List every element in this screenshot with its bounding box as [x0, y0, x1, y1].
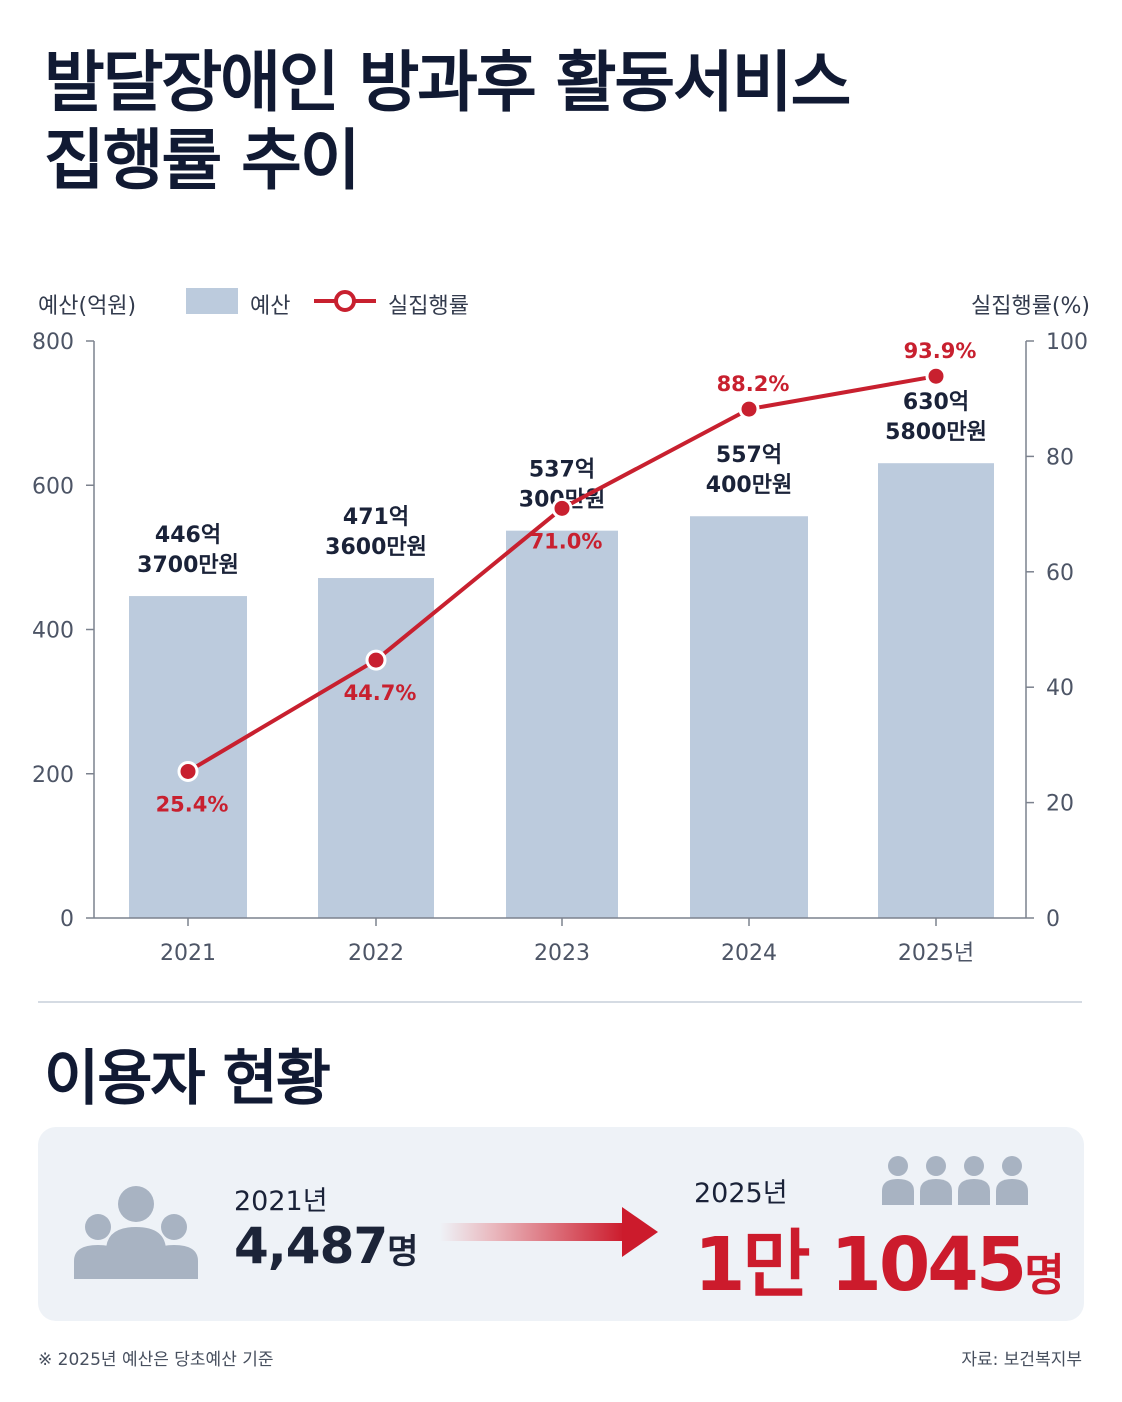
people-row-icon [882, 1156, 1028, 1205]
legend-line-swatch [314, 290, 376, 312]
right-y-tick-label: 0 [1046, 907, 1060, 932]
line-value-label-2025년: 93.9% [904, 339, 977, 363]
right-y-tick-label: 40 [1046, 676, 1074, 701]
right-axis-label: 실집행률(%) [970, 294, 1090, 319]
legend-bar-swatch [186, 288, 238, 314]
left-y-tick-label: 800 [32, 330, 74, 355]
bar-value-label-2025년: 5800만원 [885, 420, 987, 445]
from-count: 4,487명 [234, 1217, 418, 1275]
line-point-2022 [365, 649, 387, 671]
line-point-2023 [551, 497, 573, 519]
people-group-icon [74, 1186, 198, 1279]
to-count-number: 1만 1045 [694, 1222, 1027, 1308]
line-value-label-2022: 44.7% [344, 681, 417, 705]
line-value-label-2021: 25.4% [156, 792, 229, 816]
left-y-tick-label: 200 [32, 763, 74, 788]
x-tick-label: 2023 [534, 941, 590, 966]
users-section-title: 이용자 현황 [44, 1044, 331, 1114]
legend-line-label: 실집행률 [388, 294, 469, 319]
bar-2025년 [878, 463, 994, 918]
arrow-right-icon [440, 1207, 658, 1257]
line-value-label-2024: 88.2% [717, 372, 790, 396]
left-y-tick-label: 600 [32, 474, 74, 499]
left-y-tick-label: 400 [32, 619, 74, 644]
x-tick-label: 2021 [160, 941, 216, 966]
bar-value-label-2021: 3700만원 [137, 553, 239, 578]
budget-execution-chart: 0 200 400 600 800 0 20 40 60 80 100 2021 2022 2023 202… [32, 330, 1088, 966]
page-title: 발달장애인 방과후 활동서비스 집행률 추이 [44, 44, 851, 200]
footnote: ※ 2025년 예산은 당초예산 기준 [38, 1350, 274, 1370]
from-count-unit: 명 [387, 1232, 418, 1272]
bar-value-label-2024: 557억 [716, 443, 782, 468]
right-y-tick-label: 100 [1046, 330, 1088, 355]
source-note: 자료: 보건복지부 [961, 1350, 1082, 1370]
bar-value-label-2025년: 630억 [903, 390, 969, 415]
line-value-label-2023: 71.0% [530, 529, 603, 553]
bar-2022 [318, 578, 434, 918]
users-panel: 2021년 4,487명 2025년 1만 1045명 [38, 1127, 1084, 1321]
bar-value-label-2022: 471억 [343, 505, 409, 530]
line-point-2024 [738, 398, 760, 420]
bar-value-label-2023: 537억 [529, 458, 595, 483]
to-count-unit: 명 [1024, 1250, 1065, 1301]
left-y-tick-label: 0 [60, 907, 74, 932]
title-line-2: 집행률 추이 [44, 122, 361, 199]
bar-2023 [506, 530, 618, 918]
legend-bar-label: 예산 [250, 294, 291, 319]
section-divider [38, 1001, 1082, 1003]
x-tick-label: 2024 [721, 941, 777, 966]
bar-2021 [129, 596, 247, 918]
right-y-tick-label: 60 [1046, 561, 1074, 586]
x-tick-label: 2022 [348, 941, 404, 966]
from-count-number: 4,487 [234, 1217, 388, 1275]
to-count: 1만 1045명 [694, 1205, 1065, 1312]
bar-value-label-2021: 446억 [155, 523, 221, 548]
bar-2024 [690, 516, 808, 918]
right-y-tick-label: 20 [1046, 792, 1074, 817]
to-year: 2025년 [694, 1178, 788, 1209]
bar-value-label-2024: 400만원 [706, 473, 792, 498]
right-y-tick-label: 80 [1046, 445, 1074, 470]
line-point-2025년 [925, 365, 947, 387]
bar-value-label-2022: 3600만원 [325, 535, 427, 560]
left-axis-label: 예산(억원) [38, 294, 137, 319]
line-point-2021 [177, 760, 199, 782]
title-line-1: 발달장애인 방과후 활동서비스 [44, 44, 851, 121]
from-year: 2021년 [234, 1186, 328, 1217]
x-tick-label: 2025년 [898, 941, 974, 966]
